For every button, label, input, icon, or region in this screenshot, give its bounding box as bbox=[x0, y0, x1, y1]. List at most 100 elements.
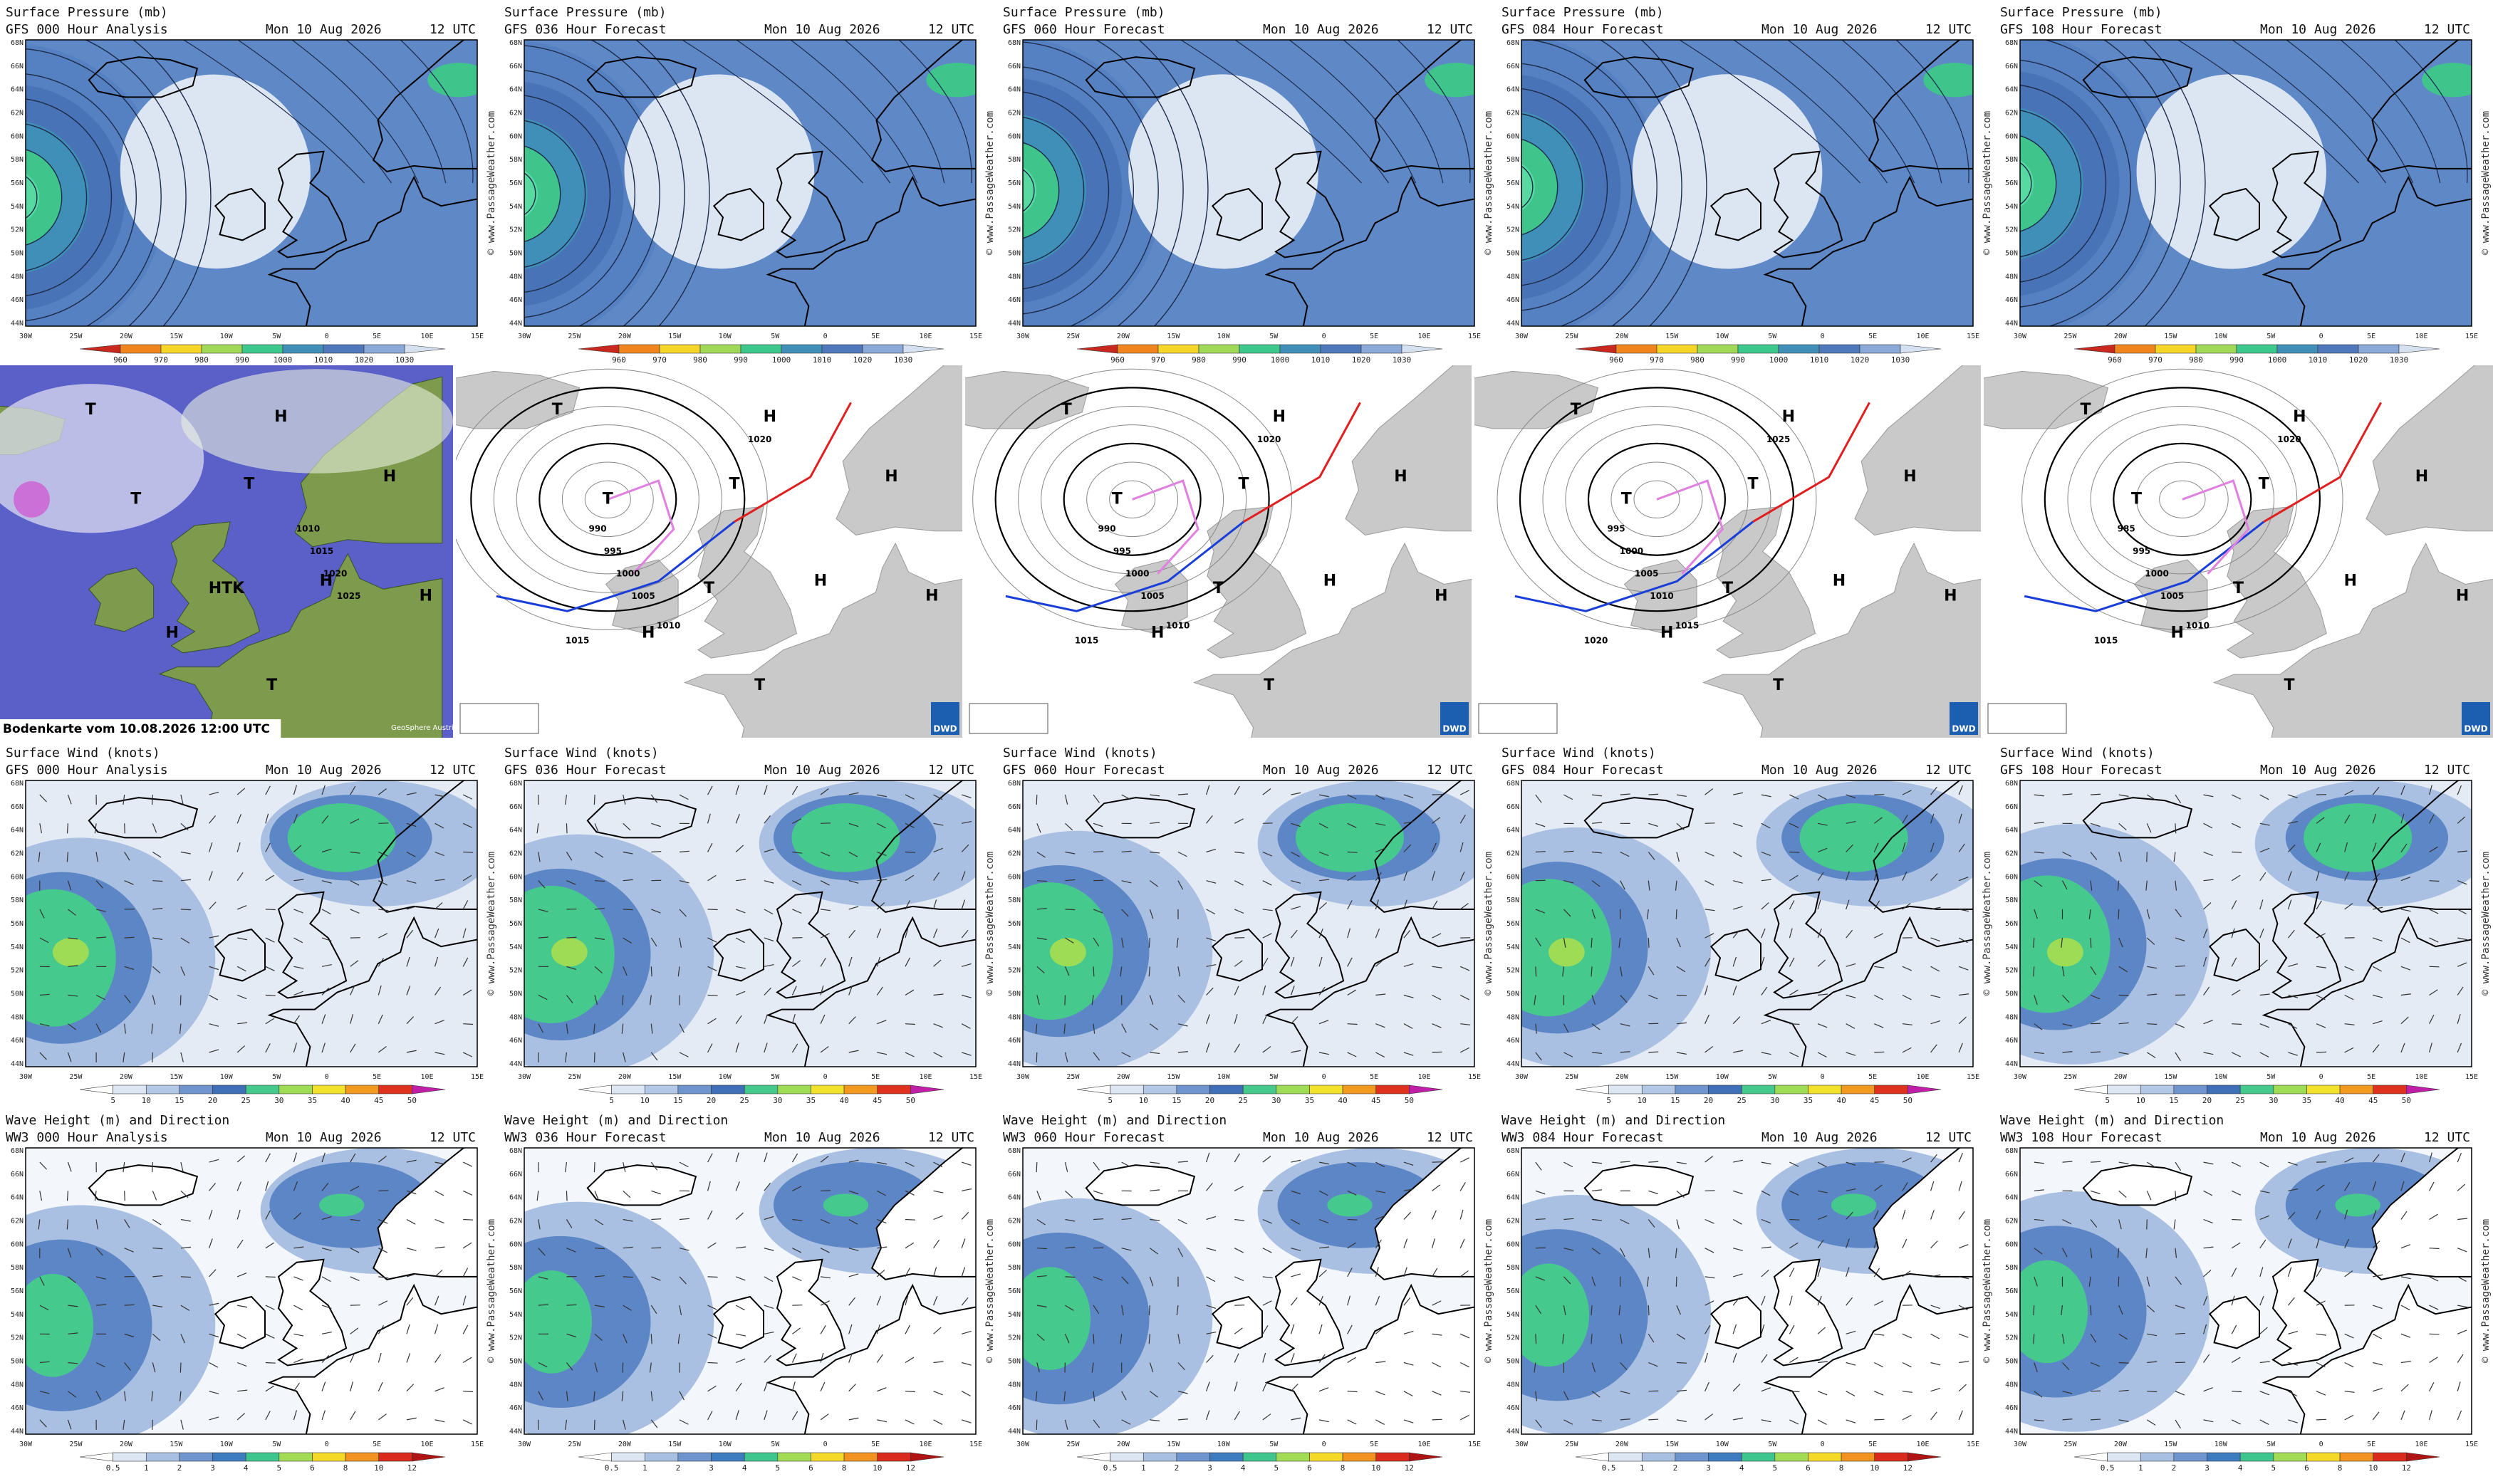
pressure-center: H bbox=[2415, 468, 2428, 486]
wind-barb bbox=[1459, 1047, 1469, 1053]
wind-barb bbox=[1459, 994, 1469, 1000]
colorbar-segment bbox=[1808, 1085, 1842, 1094]
wave-arrow bbox=[2062, 1418, 2073, 1421]
colorbar-label: 970 bbox=[154, 355, 168, 365]
longitude-label: 0 bbox=[2319, 333, 2323, 340]
wave-arrow bbox=[265, 1411, 271, 1421]
wind-barb bbox=[848, 851, 858, 857]
wave-arrow bbox=[1817, 1327, 1826, 1334]
colorbar-segment bbox=[1110, 1452, 1144, 1462]
longitude-label: 5W bbox=[2266, 1073, 2276, 1081]
wave-arrow bbox=[1121, 1391, 1127, 1401]
wind-barb bbox=[1093, 794, 1100, 803]
map-time: 12 UTC bbox=[2424, 22, 2470, 37]
analysis-caption: Bodenkarte vom 10.08.2026 12:00 UTC bbox=[3, 722, 270, 736]
wind-barb bbox=[152, 880, 163, 882]
wind-barb bbox=[848, 929, 855, 939]
wave-arrow bbox=[2145, 1248, 2148, 1258]
wave-arrow bbox=[406, 1248, 417, 1251]
colorbar-label: 12 bbox=[1903, 1463, 1912, 1473]
wave-arrow bbox=[2203, 1387, 2213, 1392]
wave-arrow bbox=[1403, 1238, 1408, 1248]
isobar bbox=[1023, 169, 1035, 212]
isobar bbox=[26, 48, 162, 326]
wave-arrow bbox=[905, 1190, 915, 1196]
colorbar-label: 30 bbox=[2269, 1096, 2278, 1105]
wind-barb bbox=[1902, 994, 1912, 1000]
map-area bbox=[524, 40, 976, 326]
land-iceland bbox=[586, 56, 697, 98]
colorbar-cap bbox=[1076, 344, 1118, 354]
land-continent bbox=[1264, 1283, 1474, 1434]
wind-barb bbox=[1234, 880, 1244, 886]
wave-arrow bbox=[2288, 1211, 2296, 1220]
wind-barb bbox=[566, 966, 576, 971]
wave-arrow bbox=[1149, 1362, 1154, 1372]
colorbar-label: 6 bbox=[808, 1463, 813, 1473]
colorbar-label: 2 bbox=[676, 1463, 681, 1473]
wave-arrow bbox=[1648, 1190, 1658, 1195]
wind-barb bbox=[1234, 785, 1240, 795]
occluded-front bbox=[2182, 479, 2250, 575]
wave-arrow bbox=[152, 1248, 163, 1250]
wind-barb bbox=[2400, 937, 2410, 944]
land-continent bbox=[1264, 916, 1474, 1067]
wave-arrow bbox=[2316, 1391, 2326, 1396]
latitude-label: 50N bbox=[2005, 1358, 2018, 1366]
wind-barb bbox=[434, 956, 439, 967]
speed-band bbox=[823, 1193, 869, 1217]
wave-arrow bbox=[123, 1419, 125, 1430]
longitude-label: 10W bbox=[1716, 1073, 1729, 1081]
wave-arrow bbox=[2373, 1274, 2383, 1277]
wind-barb bbox=[1789, 1052, 1799, 1057]
colorbar-label: 2 bbox=[2172, 1463, 2177, 1473]
wind-barb bbox=[2288, 1023, 2298, 1029]
wind-barb bbox=[792, 880, 802, 886]
wave-arrow bbox=[1959, 1276, 1969, 1280]
latitude-label: 68N bbox=[509, 39, 522, 47]
wave-arrow bbox=[1177, 1161, 1188, 1163]
wind-barb bbox=[1206, 909, 1216, 915]
wind-barb bbox=[2259, 993, 2270, 996]
wave-arrow bbox=[1206, 1182, 1213, 1191]
wind-barb bbox=[2373, 966, 2382, 972]
map-run: GFS 000 Hour Analysis bbox=[6, 763, 168, 778]
wind-barb bbox=[1704, 985, 1708, 996]
colorbar-segment bbox=[378, 1085, 412, 1094]
wave-arrow bbox=[594, 1362, 598, 1373]
wave-arrow bbox=[1234, 1381, 1238, 1391]
wave-arrow bbox=[2062, 1391, 2073, 1394]
wind-barb bbox=[236, 814, 242, 824]
wave-arrow bbox=[848, 1353, 853, 1363]
wave-arrow bbox=[1761, 1387, 1771, 1392]
isobar bbox=[1289, 40, 1417, 184]
wave-arrow bbox=[350, 1327, 359, 1334]
wave-arrow bbox=[764, 1182, 771, 1191]
wave-arrow bbox=[791, 1411, 798, 1421]
wind-barb bbox=[1930, 966, 1940, 972]
wave-arrow bbox=[677, 1334, 680, 1344]
wind-barb bbox=[236, 788, 246, 795]
wave-arrow bbox=[735, 1152, 739, 1163]
colorbar-segment bbox=[1774, 1085, 1808, 1094]
wind-barb bbox=[848, 880, 859, 884]
wave-arrow bbox=[67, 1161, 72, 1172]
longitude-label: 15W bbox=[170, 1441, 183, 1448]
wind-barb bbox=[848, 822, 859, 827]
wind-barb bbox=[2457, 850, 2468, 853]
pressure-center: H bbox=[1323, 572, 1336, 590]
wind-barb bbox=[566, 936, 577, 939]
isobar bbox=[2020, 162, 2032, 205]
latitude-label: 66N bbox=[2005, 63, 2018, 70]
map-run: GFS 060 Hour Forecast bbox=[1003, 763, 1165, 778]
land-scandinavia bbox=[870, 780, 976, 913]
wind-barb bbox=[462, 794, 473, 800]
colorbar-label: 5 bbox=[1108, 1096, 1113, 1105]
wind-barb bbox=[848, 986, 853, 996]
longitude-label: 10W bbox=[2214, 1073, 2228, 1081]
wave-arrow bbox=[1262, 1381, 1268, 1391]
wind-barb bbox=[594, 851, 604, 858]
wave-arrow bbox=[651, 1276, 661, 1281]
wave-arrow bbox=[1846, 1391, 1856, 1396]
